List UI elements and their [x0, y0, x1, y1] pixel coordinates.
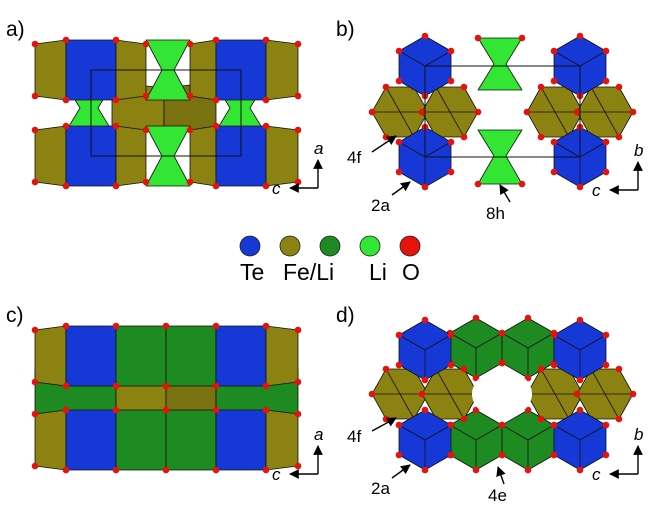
legend-swatch — [320, 236, 340, 256]
legend-swatch — [280, 236, 300, 256]
axis-label: c — [592, 465, 601, 484]
panel-label: c) — [6, 304, 24, 327]
panel-c: c) a c — [6, 304, 323, 484]
legend-swatch — [240, 236, 260, 256]
axis-label: c — [272, 465, 281, 484]
polyhedra-row — [32, 407, 302, 474]
legend-swatch — [400, 236, 420, 256]
polyhedra-row — [32, 323, 302, 390]
site-label: 2a — [371, 196, 390, 215]
axis-label: b — [634, 141, 643, 160]
legend-label: Te — [240, 259, 264, 285]
panel-d: d) 4f 2a 4e b c — [336, 304, 643, 505]
site-label: 8h — [486, 204, 505, 223]
legend-label: O — [402, 259, 420, 285]
axis-label: a — [314, 425, 323, 444]
site-label: 4f — [347, 427, 361, 446]
legend-swatch — [360, 236, 380, 256]
site-arrow — [392, 465, 410, 478]
panel-label: a) — [6, 18, 25, 41]
panel-a: a) a c — [6, 18, 323, 198]
site-arrow — [498, 467, 504, 484]
site-label: 4e — [488, 486, 507, 505]
legend: Te Fe/Li Li O — [240, 236, 420, 285]
panel-label: b) — [336, 18, 355, 41]
li-tetrahedra — [475, 35, 526, 188]
axis-label: b — [634, 425, 643, 444]
site-label: 4f — [347, 148, 361, 167]
figure: a) a c b) — [0, 0, 648, 506]
axis-label: a — [314, 139, 323, 158]
panel-b: b) 4f 2a 8h b c — [336, 18, 643, 223]
site-arrow — [500, 185, 510, 202]
legend-label: Fe/Li — [283, 259, 334, 285]
legend-label: Li — [369, 259, 387, 285]
channel — [472, 370, 532, 418]
panel-label: d) — [336, 304, 355, 327]
site-arrow — [392, 182, 410, 195]
site-label: 2a — [371, 479, 390, 498]
axis-label: c — [272, 179, 281, 198]
axis-label: c — [592, 181, 601, 200]
